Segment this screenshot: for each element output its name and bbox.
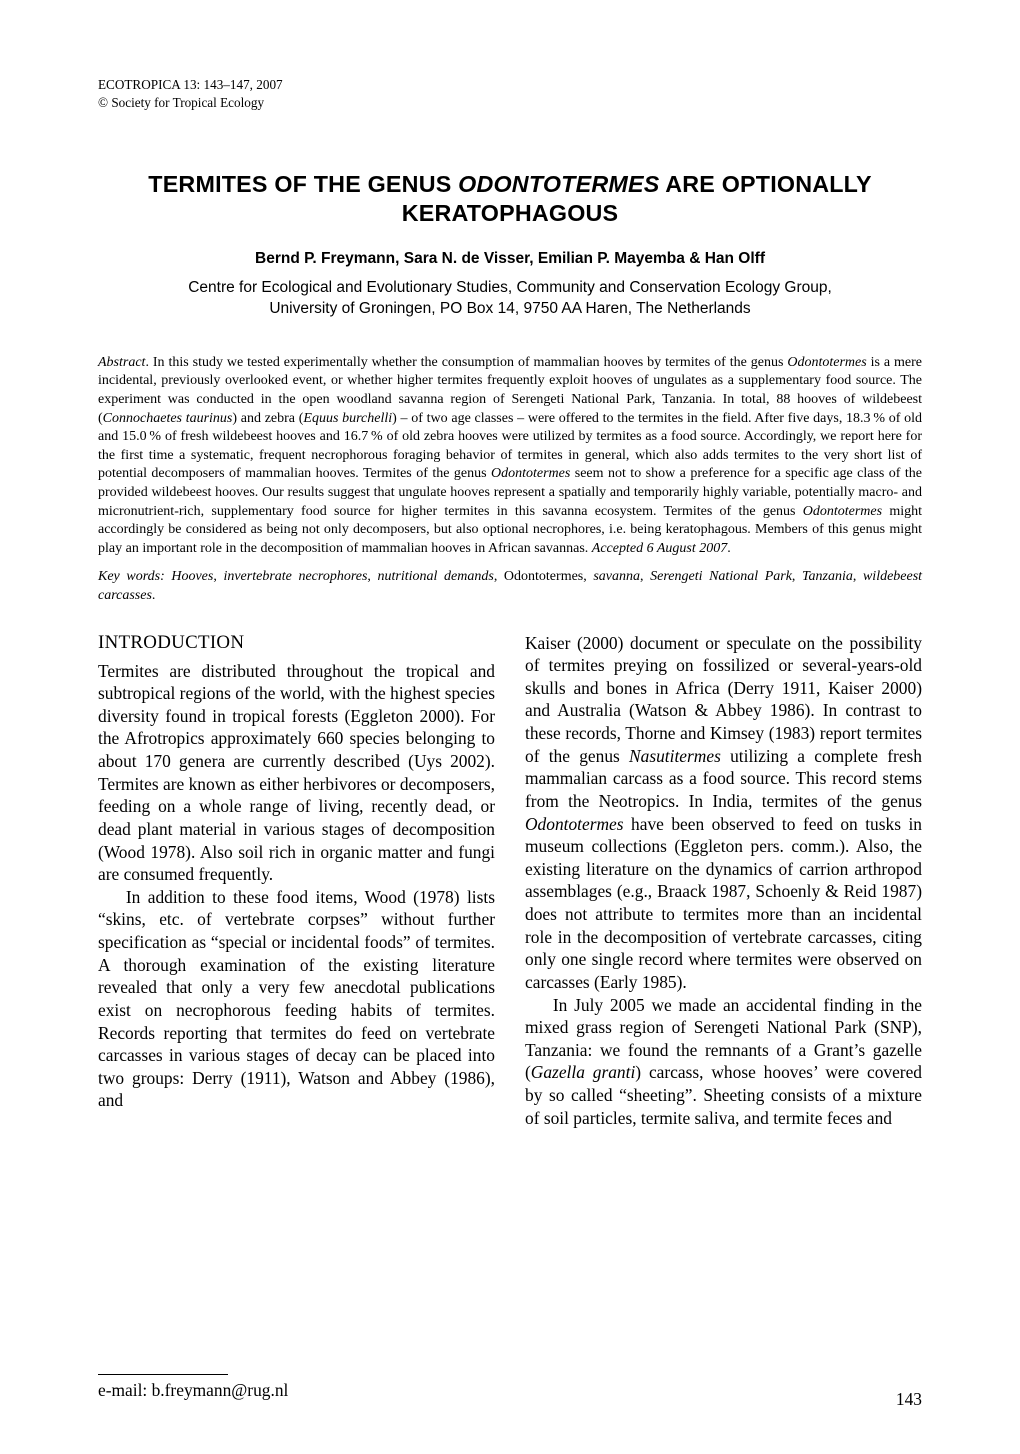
abstract: Abstract. In this study we tested experi… <box>98 354 922 559</box>
abstract-taxon-odontotermes-1: Odontotermes <box>787 355 866 370</box>
left-col-p2: In addition to these food items, Wood (1… <box>98 886 495 1112</box>
abstract-label: Abstract <box>98 355 145 370</box>
affiliation-line1: Centre for Ecological and Evolutionary S… <box>188 279 832 296</box>
kw-serengeti: Serengeti National Park <box>650 569 792 584</box>
journal-citation: ECOTROPICA 13: 143–147, 2007 <box>98 76 922 94</box>
kw-invertebrate-necrophores: invertebrate necrophores <box>223 569 367 584</box>
footnote-rule <box>98 1374 228 1375</box>
copyright-line: © Society for Tropical Ecology <box>98 94 922 112</box>
kw-sep: , <box>640 569 650 584</box>
abstract-end: . <box>727 541 731 556</box>
kw-sep: , <box>853 569 863 584</box>
kw-tanzania: Tanzania <box>802 569 853 584</box>
kw-nutritional-demands: nutritional demands <box>378 569 494 584</box>
right-col-p2: In July 2005 we made an accidental findi… <box>525 994 922 1130</box>
right-column: Kaiser (2000) document or speculate on t… <box>525 632 922 1402</box>
section-heading-introduction: INTRODUCTION <box>98 632 495 654</box>
taxon-odontotermes: Odontotermes <box>525 814 624 834</box>
kw-hooves: Hooves <box>165 569 214 584</box>
abstract-accepted: Accepted 6 August 2007 <box>592 541 727 556</box>
right-column-text: Kaiser (2000) document or speculate on t… <box>525 632 922 1130</box>
kw-savanna: savanna <box>593 569 640 584</box>
kw-sep: , <box>367 569 377 584</box>
left-column-text: Termites are distributed throughout the … <box>98 660 495 1113</box>
title-genus: ODONTOTERMES <box>458 171 659 197</box>
keywords: Key words: Hooves, invertebrate necropho… <box>98 568 922 605</box>
keywords-label: Key words: <box>98 569 165 584</box>
right-p1-c: have been observed to feed on tusks in m… <box>525 814 922 992</box>
corresponding-email: e-mail: b.freymann@rug.nl <box>98 1379 495 1402</box>
abstract-taxon-odontotermes-3: Odontotermes <box>803 504 882 519</box>
taxon-nasutitermes: Nasutitermes <box>629 746 721 766</box>
abstract-taxon-odontotermes-2: Odontotermes <box>491 466 570 481</box>
kw-sep: , <box>213 569 223 584</box>
right-col-p1: Kaiser (2000) document or speculate on t… <box>525 632 922 994</box>
left-column: INTRODUCTION Termites are distributed th… <box>98 632 495 1402</box>
article-title: TERMITES OF THE GENUS ODONTOTERMES ARE O… <box>98 170 922 228</box>
kw-end: . <box>152 588 156 603</box>
abstract-taxon-connochaetes: Connochaetes taurinus <box>103 411 233 426</box>
left-col-p1: Termites are distributed throughout the … <box>98 660 495 886</box>
authors: Bernd P. Freymann, Sara N. de Visser, Em… <box>98 250 922 268</box>
running-head: ECOTROPICA 13: 143–147, 2007 © Society f… <box>98 76 922 112</box>
kw-sep: , <box>792 569 802 584</box>
page-number: 143 <box>896 1389 922 1410</box>
abstract-seg3: ) and zebra ( <box>232 411 303 426</box>
page: ECOTROPICA 13: 143–147, 2007 © Society f… <box>0 0 1020 1454</box>
kw-odontotermes: Odontotermes <box>504 569 583 584</box>
affiliation: Centre for Ecological and Evolutionary S… <box>98 278 922 320</box>
flex-spacer <box>98 1112 495 1360</box>
taxon-gazella-granti: Gazella granti <box>531 1062 636 1082</box>
title-pre: TERMITES OF THE GENUS <box>148 171 458 197</box>
affiliation-line2: University of Groningen, PO Box 14, 9750… <box>269 300 750 317</box>
kw-sep: , <box>583 569 593 584</box>
kw-sep: , <box>494 569 504 584</box>
abstract-seg1: . In this study we tested experimentally… <box>145 355 787 370</box>
abstract-taxon-equus: Equus burchelli <box>303 411 392 426</box>
two-column-body: INTRODUCTION Termites are distributed th… <box>98 632 922 1402</box>
